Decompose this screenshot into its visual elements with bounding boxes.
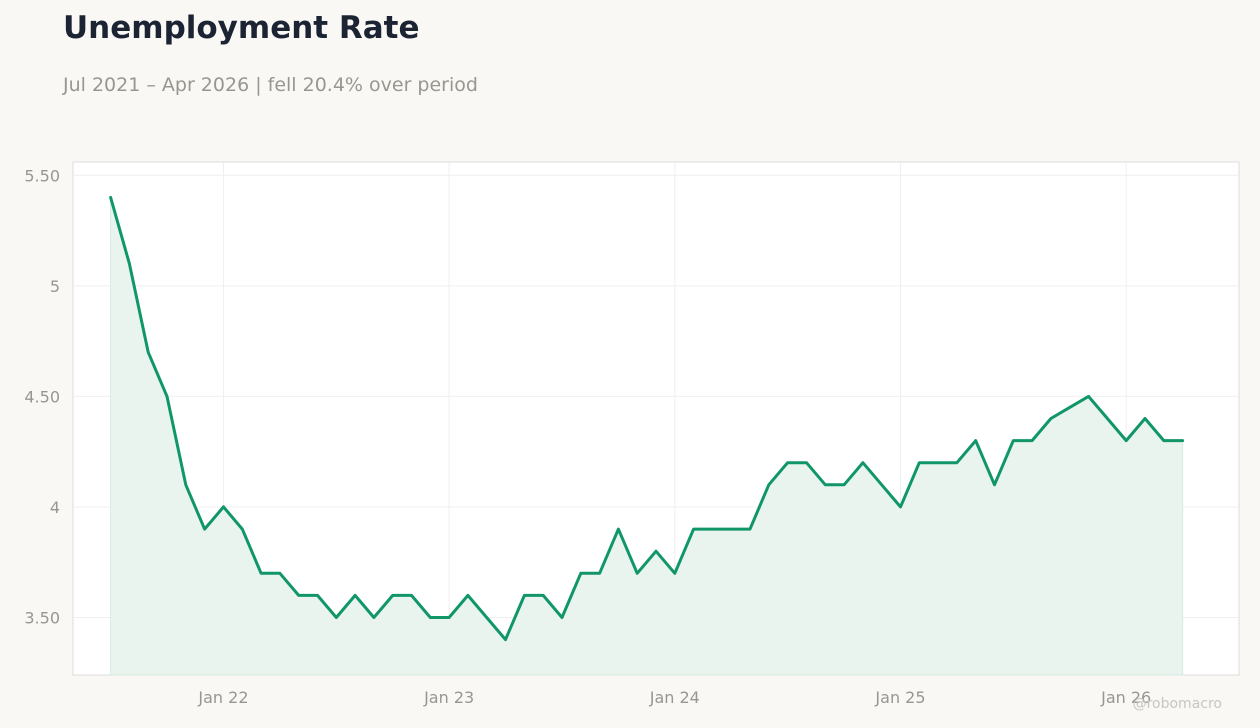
x-tick-label: Jan 24 xyxy=(649,688,700,707)
x-tick-label: Jan 26 xyxy=(1100,688,1151,707)
y-tick-label: 4 xyxy=(50,498,60,517)
chart-title: Unemployment Rate xyxy=(63,10,420,46)
y-tick-label: 5 xyxy=(50,277,60,296)
x-tick-label: Jan 22 xyxy=(197,688,248,707)
y-tick-label: 4.50 xyxy=(24,387,60,406)
y-axis-ticks: 3.50 4 4.50 5 5.50 xyxy=(24,166,60,627)
x-tick-label: Jan 25 xyxy=(874,688,925,707)
chart-subtitle: Jul 2021 – Apr 2026 | fell 20.4% over pe… xyxy=(63,74,478,96)
x-tick-label: Jan 23 xyxy=(423,688,474,707)
y-tick-label: 3.50 xyxy=(24,609,60,628)
x-axis-ticks: Jan 22 Jan 23 Jan 24 Jan 25 Jan 26 xyxy=(197,688,1151,707)
series-line xyxy=(109,195,1185,642)
y-tick-label: 5.50 xyxy=(24,166,60,185)
watermark: @robomacro xyxy=(1132,696,1222,712)
